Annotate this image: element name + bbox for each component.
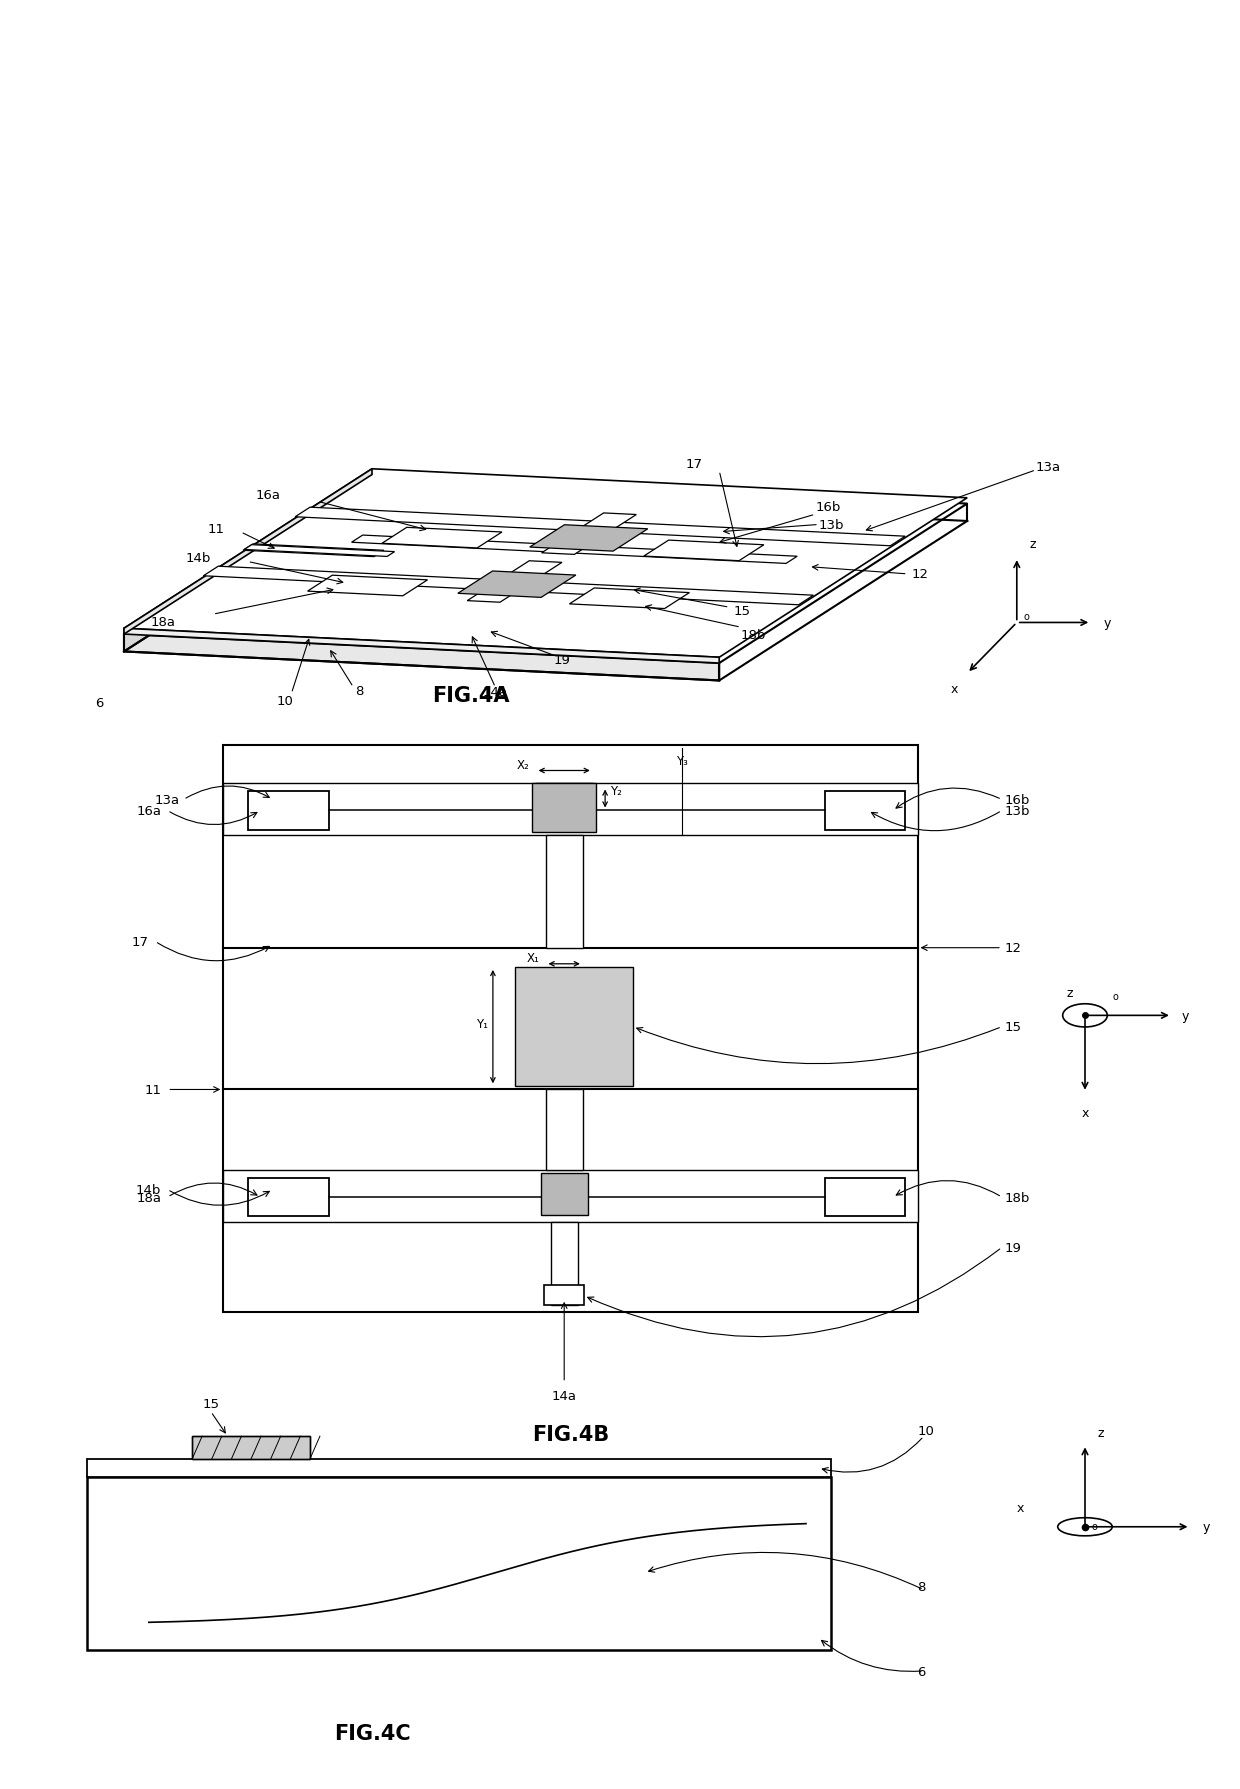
Text: 13a: 13a	[1035, 460, 1061, 474]
Polygon shape	[124, 476, 967, 664]
Bar	[825, 793, 905, 830]
Polygon shape	[308, 576, 428, 596]
Text: y: y	[1104, 617, 1111, 630]
Text: 16b: 16b	[1004, 794, 1029, 807]
Polygon shape	[529, 526, 647, 551]
Text: 16b: 16b	[815, 501, 841, 513]
Text: x: x	[951, 683, 959, 696]
Text: 18b: 18b	[1004, 1191, 1029, 1204]
Text: 18b: 18b	[740, 628, 766, 642]
Text: 14b: 14b	[185, 553, 211, 565]
Bar	[248, 793, 329, 830]
Polygon shape	[243, 544, 384, 558]
Bar	[192, 1437, 310, 1460]
Text: 19: 19	[553, 653, 570, 667]
Bar	[825, 1179, 905, 1217]
Text: X₃: X₃	[589, 1061, 601, 1073]
Bar	[223, 746, 918, 1311]
Text: 17: 17	[686, 458, 703, 471]
Polygon shape	[295, 508, 905, 546]
Bar	[516, 968, 634, 1086]
Bar	[546, 835, 583, 948]
Text: 11: 11	[144, 1084, 161, 1097]
Bar	[544, 1285, 584, 1306]
Circle shape	[1063, 1004, 1107, 1027]
Text: 12: 12	[911, 569, 929, 581]
Text: 18a: 18a	[136, 1191, 161, 1204]
Bar	[192, 1437, 310, 1460]
Text: 8: 8	[356, 685, 363, 698]
Bar	[223, 784, 918, 835]
Polygon shape	[352, 535, 797, 564]
Polygon shape	[382, 528, 502, 549]
Text: z: z	[1097, 1426, 1104, 1440]
Polygon shape	[244, 546, 394, 556]
Text: FIG.4A: FIG.4A	[433, 685, 510, 705]
Text: 19: 19	[1004, 1242, 1022, 1254]
Circle shape	[1058, 1517, 1112, 1537]
Text: 15: 15	[734, 605, 750, 617]
Text: y: y	[1182, 1009, 1189, 1022]
Bar	[248, 1179, 329, 1217]
Text: Y₁: Y₁	[476, 1018, 489, 1030]
Text: 10: 10	[918, 1424, 935, 1437]
Bar	[532, 784, 596, 832]
Text: o: o	[1091, 1521, 1097, 1531]
Bar	[551, 1222, 578, 1306]
Text: Y₃: Y₃	[676, 755, 688, 767]
Polygon shape	[644, 540, 764, 562]
Text: 16a: 16a	[255, 488, 280, 501]
Text: y: y	[1203, 1521, 1210, 1533]
Text: X₁: X₁	[527, 952, 539, 964]
Bar	[546, 1090, 583, 1170]
Text: 16a: 16a	[136, 805, 161, 818]
Text: 13b: 13b	[818, 519, 844, 531]
Text: 14a: 14a	[484, 685, 508, 698]
Bar	[541, 1174, 588, 1215]
Bar	[87, 1478, 831, 1649]
Text: X₂: X₂	[517, 759, 529, 771]
Polygon shape	[467, 562, 562, 603]
Text: 13b: 13b	[1004, 805, 1030, 818]
Text: 18a: 18a	[151, 615, 176, 628]
Polygon shape	[458, 572, 575, 598]
Text: 10: 10	[277, 694, 294, 708]
Text: 17: 17	[131, 936, 149, 948]
Text: 8: 8	[918, 1580, 926, 1592]
Polygon shape	[124, 635, 719, 682]
Polygon shape	[542, 513, 636, 555]
Text: o: o	[1023, 612, 1029, 621]
Polygon shape	[124, 476, 372, 653]
Text: x: x	[1017, 1501, 1024, 1515]
Text: 14a: 14a	[552, 1390, 577, 1403]
Text: 6: 6	[95, 696, 103, 708]
Text: 14b: 14b	[136, 1183, 161, 1197]
Text: x: x	[1081, 1106, 1089, 1118]
Text: 12: 12	[1004, 941, 1022, 955]
Bar	[536, 784, 593, 803]
Text: z: z	[1066, 988, 1073, 1000]
Polygon shape	[124, 469, 967, 658]
Text: 15: 15	[202, 1397, 219, 1410]
Text: 13a: 13a	[155, 794, 180, 807]
Polygon shape	[569, 589, 689, 610]
Text: Y₂: Y₂	[610, 784, 622, 798]
Bar	[87, 1460, 831, 1478]
Text: FIG.4C: FIG.4C	[334, 1723, 410, 1742]
Polygon shape	[124, 469, 372, 635]
Polygon shape	[203, 567, 813, 605]
Text: 6: 6	[918, 1666, 926, 1678]
Text: o: o	[1112, 991, 1118, 1002]
Text: z: z	[1029, 538, 1035, 551]
Text: 15: 15	[1004, 1020, 1022, 1034]
Text: 11: 11	[207, 522, 224, 535]
Bar	[223, 1170, 918, 1222]
Polygon shape	[124, 630, 719, 664]
Text: FIG.4B: FIG.4B	[532, 1424, 609, 1444]
